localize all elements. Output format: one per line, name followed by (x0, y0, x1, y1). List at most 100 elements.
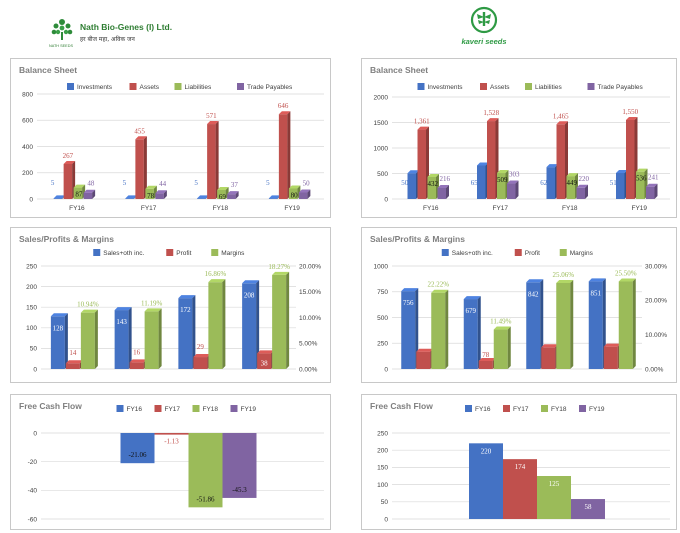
panel-title: Free Cash Flow (19, 401, 82, 411)
data-label: 29 (197, 343, 205, 351)
data-label: 1,465 (553, 112, 569, 120)
bar-trade-payables (83, 189, 96, 199)
legend-label: Profit (525, 250, 540, 257)
legend-swatch (559, 249, 567, 256)
legend-entry: Investments (67, 83, 113, 91)
nath-sales-profits-chart: 0 50 100 150 200 250 0.00% 5.00% 10.00% 15.00% 20.… (26, 249, 321, 373)
y2-tick-label: 30.00% (645, 263, 667, 270)
data-label: 216 (440, 175, 451, 183)
legend-label: Profit (176, 250, 191, 257)
bar-trade-payables (227, 191, 239, 199)
legend-label: Investments (77, 84, 113, 91)
data-label: 174 (515, 463, 526, 471)
legend-label: Trade Payables (598, 84, 644, 91)
bar-assets (135, 136, 147, 199)
data-label: 217 (606, 353, 617, 361)
y-tick-label: -60 (28, 516, 38, 523)
kaveri-sales-profits-chart: 0 250 500 750 1000 0.00% 10.00% 20.00% 30.00% Sal… (374, 249, 667, 373)
y2-tick-label: 0.00% (645, 366, 664, 373)
data-label: 25.06% (552, 271, 574, 279)
y-tick-label: -40 (28, 488, 38, 495)
data-label: 38 (261, 359, 269, 367)
data-label: 220 (481, 447, 492, 455)
nath-seeds-mark: NATH SEEDS (49, 44, 73, 48)
bar-profit (193, 354, 211, 369)
legend-entry: Assets (129, 83, 160, 91)
y-tick-label: 1000 (374, 263, 389, 270)
legend-swatch (237, 83, 244, 90)
panel-title: Balance Sheet (19, 65, 78, 75)
y-tick-label: 500 (377, 171, 388, 178)
data-label: 10.94% (77, 301, 99, 309)
y-tick-label: 800 (22, 91, 33, 98)
kaveri-logo: kaveri seeds (460, 4, 520, 50)
x-tick-label: FY18 (213, 205, 229, 212)
y-tick-label: 0 (33, 430, 37, 437)
data-label: 172 (180, 306, 191, 314)
panel-title: Balance Sheet (370, 65, 429, 75)
bar-profit (478, 357, 496, 369)
bar-fy16 (469, 443, 503, 519)
data-label: 536 (636, 175, 647, 183)
y-tick-label: 0 (384, 196, 388, 203)
legend-label: FY19 (241, 406, 257, 413)
data-label: 58 (585, 503, 593, 511)
data-label: 50 (303, 179, 311, 187)
data-label: 25.50% (615, 269, 637, 277)
legend-swatch (480, 83, 487, 90)
bar-sales-oth-inc- (178, 295, 196, 369)
bar-margins (144, 308, 162, 369)
legend-label: FY19 (589, 406, 605, 413)
y-tick-label: 0 (29, 196, 33, 203)
bar-assets (278, 111, 291, 199)
data-label: 571 (206, 112, 217, 120)
kaveri-logo-graphic: kaveri seeds (461, 6, 507, 46)
nath-logo: Nath Bio-Genes (I) Ltd. हर बीज महा, अविक… (44, 8, 244, 50)
legend-label: Assets (140, 84, 160, 91)
y-tick-label: 200 (26, 284, 37, 291)
data-label: 1,550 (622, 108, 638, 116)
legend-entry: Trade Payables (237, 83, 293, 91)
y-tick-label: 600 (22, 118, 33, 125)
bar-assets (556, 121, 568, 199)
legend-swatch (211, 249, 219, 256)
legend-entry: Margins (211, 249, 245, 257)
data-label: 5 (194, 179, 198, 187)
x-tick-label: FY19 (631, 205, 647, 212)
x-tick-label: FY16 (423, 205, 439, 212)
legend-entry: Profit (514, 249, 540, 257)
nath-company-name: Nath Bio-Genes (I) Ltd. (80, 22, 172, 32)
data-label: 506 (401, 179, 412, 187)
legend-label: Trade Payables (247, 84, 293, 91)
data-label: 87 (75, 191, 83, 199)
kaveri-free-cash-flow-chart: 0 50 100 150 200 250 FY16 FY17 FY18 FY19 220 174 125… (377, 405, 670, 523)
y2-tick-label: 20.00% (299, 263, 321, 270)
x-tick-label: FY18 (562, 205, 578, 212)
legend-swatch (192, 405, 200, 412)
legend-label: Margins (221, 250, 245, 257)
x-tick-label: FY17 (492, 205, 508, 212)
data-label: 5 (51, 179, 55, 187)
bar-trade-payables (155, 190, 167, 199)
legend-entry: FY19 (579, 405, 605, 413)
legend-entry: Margins (559, 249, 594, 257)
bar-fy19 (222, 433, 257, 498)
nath-balance-sheet-chart: 0 200 400 600 800 Investments Assets Liabilitie… (22, 83, 324, 212)
bar-liabilities (145, 185, 157, 199)
data-label: -45.3 (232, 486, 247, 494)
y2-tick-label: 20.00% (645, 298, 667, 305)
data-label: 842 (528, 290, 539, 298)
legend-label: Margins (570, 250, 594, 257)
legend-label: FY17 (513, 406, 529, 413)
legend-entry: Trade Payables (587, 83, 644, 91)
data-label: 455 (134, 127, 145, 135)
legend-label: Sales+oth inc. (103, 250, 144, 257)
data-label: 1,528 (483, 109, 499, 117)
legend-swatch (166, 249, 174, 256)
nath-free-cash-flow-chart: -60 -40 -20 0 FY16 FY17 FY18 FY19 -21.06 -1.13 -51… (28, 405, 324, 523)
bar-margins (208, 279, 226, 369)
bar-sales-oth-inc- (242, 280, 260, 369)
data-label: 432 (428, 180, 439, 188)
y-tick-label: 200 (377, 448, 388, 455)
bar-profit (129, 359, 147, 369)
